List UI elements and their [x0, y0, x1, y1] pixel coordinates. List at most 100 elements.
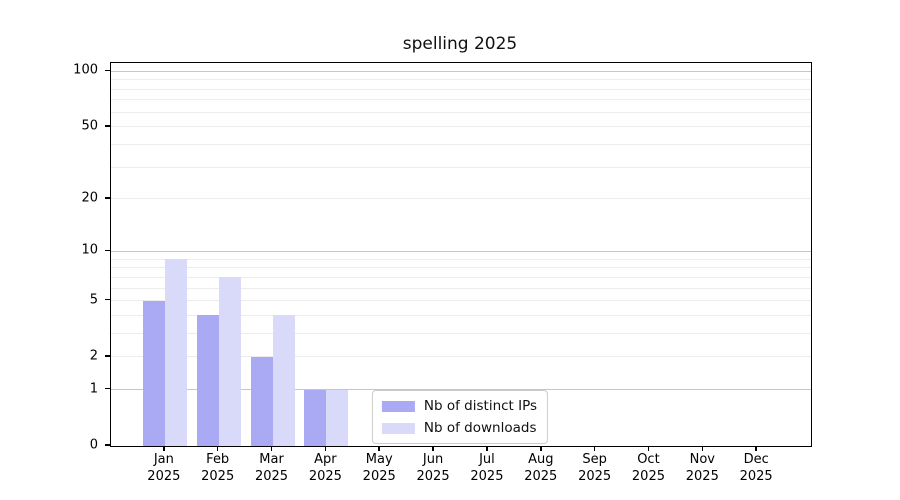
bar-mar-series1 — [250, 356, 273, 446]
x-tick-mark — [432, 446, 434, 451]
x-tick-year: 2025 — [416, 469, 450, 484]
x-tick-mark — [216, 446, 219, 451]
major-gridline — [111, 250, 811, 252]
x-tick-month: Jan — [153, 452, 174, 467]
x-tick-year: 2025 — [308, 469, 342, 484]
x-tick-month: Mar — [259, 452, 284, 467]
x-tick-label-dec: Dec 2025 — [740, 451, 773, 485]
x-tick-year: 2025 — [254, 469, 289, 484]
y-tick-label-50: 50 — [81, 118, 98, 134]
bar-mar-series2 — [272, 315, 295, 446]
x-tick-mark — [647, 446, 650, 451]
legend-label: Nb of downloads — [423, 420, 537, 436]
x-tick-year: 2025 — [578, 469, 612, 484]
x-tick-mark — [701, 446, 704, 451]
x-tick-label-nov: Nov 2025 — [686, 451, 719, 485]
x-tick-mark — [270, 446, 273, 451]
legend-item-series2: Nb of downloads — [381, 420, 537, 436]
y-tick-mark — [105, 125, 110, 127]
legend-label: Nb of distinct IPs — [423, 398, 538, 414]
x-tick-year: 2025 — [201, 469, 235, 484]
minor-gridline — [111, 258, 811, 260]
y-tick-label-2: 2 — [89, 348, 98, 364]
x-tick-label-apr: Apr 2025 — [309, 451, 342, 485]
y-tick-mark — [105, 387, 110, 390]
y-tick-label-20: 20 — [81, 190, 98, 206]
x-tick-year: 2025 — [147, 469, 181, 484]
major-gridline — [111, 389, 811, 391]
minor-gridline — [111, 79, 811, 81]
x-tick-month: Apr — [314, 452, 337, 467]
bar-jan-series2 — [164, 259, 187, 446]
x-tick-year: 2025 — [739, 469, 773, 484]
x-tick-mark — [378, 446, 380, 451]
y-tick-mark — [105, 69, 110, 72]
x-tick-month: Aug — [528, 452, 554, 467]
chart-title: spelling 2025 — [402, 34, 518, 54]
y-tick-label-10: 10 — [81, 242, 98, 258]
x-tick-month: Oct — [637, 452, 660, 467]
x-tick-year: 2025 — [685, 469, 719, 484]
bar-feb-series2 — [218, 277, 241, 446]
x-tick-label-sep: Sep 2025 — [578, 451, 611, 485]
x-tick-year: 2025 — [470, 469, 504, 484]
major-gridline — [111, 70, 811, 72]
x-tick-mark — [486, 446, 488, 451]
minor-gridline — [111, 198, 811, 200]
x-tick-month: Sep — [582, 452, 607, 467]
minor-gridline — [111, 314, 811, 316]
y-tick-label-0: 0 — [89, 437, 98, 453]
x-tick-label-jan: Jan 2025 — [147, 451, 180, 485]
bar-apr-series1 — [304, 389, 327, 446]
x-tick-month: Nov — [689, 452, 715, 467]
x-tick-mark — [593, 446, 596, 451]
x-tick-label-mar: Mar 2025 — [255, 451, 288, 485]
x-tick-label-oct: Oct 2025 — [632, 451, 665, 485]
x-tick-month: May — [365, 452, 393, 467]
minor-gridline — [111, 332, 811, 334]
legend: Nb of distinct IPs Nb of downloads — [371, 390, 549, 444]
minor-gridline — [111, 267, 811, 269]
y-tick-label-1: 1 — [89, 381, 98, 397]
x-tick-year: 2025 — [631, 469, 665, 484]
legend-swatch — [381, 400, 415, 412]
x-tick-month: Dec — [743, 452, 769, 467]
y-tick-mark — [105, 355, 110, 357]
x-tick-month: Jul — [479, 452, 495, 467]
minor-gridline — [111, 356, 811, 358]
minor-gridline — [111, 99, 811, 101]
legend-item-series1: Nb of distinct IPs — [381, 398, 538, 414]
x-tick-year: 2025 — [362, 469, 396, 484]
x-tick-label-jul: Jul 2025 — [470, 451, 503, 485]
minor-gridline — [111, 166, 811, 168]
minor-gridline — [111, 126, 811, 128]
minor-gridline — [111, 88, 811, 90]
bar-jan-series1 — [142, 300, 165, 446]
x-tick-mark — [755, 446, 757, 451]
x-tick-label-feb: Feb 2025 — [201, 451, 234, 485]
bar-apr-series2 — [326, 389, 349, 446]
legend-swatch — [381, 422, 415, 434]
bar-feb-series1 — [196, 315, 219, 446]
x-tick-year: 2025 — [524, 469, 558, 484]
x-tick-label-jun: Jun 2025 — [417, 451, 450, 485]
minor-gridline — [111, 300, 811, 302]
minor-gridline — [111, 144, 811, 146]
y-tick-mark — [105, 298, 110, 301]
minor-gridline — [111, 276, 811, 278]
x-tick-mark — [324, 446, 327, 451]
y-tick-mark — [105, 249, 110, 252]
plot-area — [110, 62, 812, 447]
y-tick-mark — [105, 197, 110, 199]
y-tick-label-100: 100 — [73, 62, 98, 78]
y-tick-mark — [105, 444, 110, 446]
minor-gridline — [111, 111, 811, 113]
x-tick-month: Feb — [206, 452, 230, 467]
minor-gridline — [111, 287, 811, 289]
x-tick-month: Jun — [422, 452, 444, 467]
x-tick-mark — [163, 446, 165, 451]
x-tick-label-may: May 2025 — [363, 451, 396, 485]
y-tick-label-5: 5 — [89, 292, 98, 308]
x-tick-mark — [540, 446, 542, 451]
